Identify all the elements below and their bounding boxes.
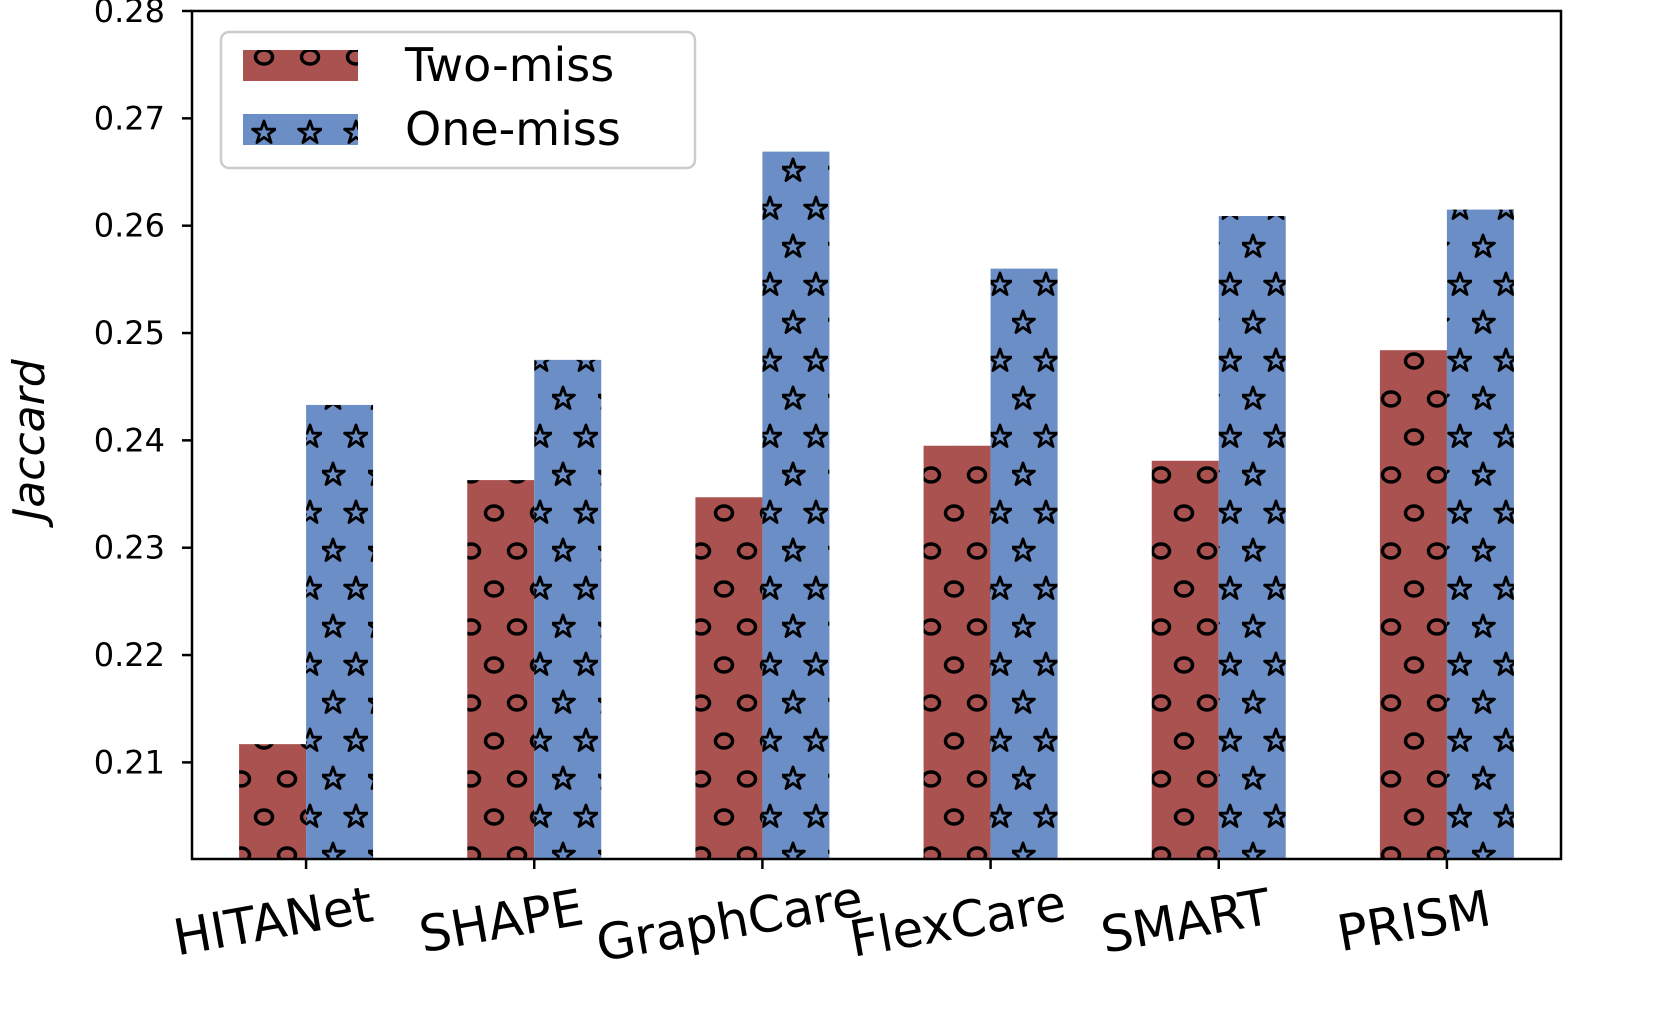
bar-one-miss-flexcare (990, 268, 1058, 859)
y-tick-label: 0.26 (94, 207, 165, 245)
y-tick-label: 0.22 (94, 636, 165, 674)
x-tick-label: GraphCare (592, 869, 867, 973)
y-axis: 0.21 0.22 0.23 0.24 0.25 0.26 0.27 0.28 (94, 0, 192, 781)
bar-two-miss-flexcare (923, 445, 991, 859)
plot-area-frame (190, 9, 1563, 861)
y-tick-label: 0.23 (94, 529, 165, 567)
y-tick-label: 0.28 (94, 0, 165, 30)
bar-one-miss-smart (1218, 216, 1286, 860)
x-tick-label: FlexCare (845, 874, 1070, 969)
legend: Two-miss One-miss (219, 30, 697, 170)
x-tick-label: PRISM (1333, 879, 1495, 963)
bar-two-miss-graphcare (695, 497, 763, 859)
x-tick-label: SMART (1097, 878, 1276, 965)
bar-two-miss-prism (1379, 350, 1447, 859)
x-tick-label: SHAPE (415, 878, 588, 964)
bar-two-miss-shape (467, 480, 535, 859)
legend-swatch-one-miss (243, 114, 358, 145)
y-tick-label: 0.24 (94, 421, 165, 459)
bar-two-miss-smart (1151, 460, 1219, 859)
y-tick-label: 0.27 (94, 99, 165, 137)
x-tick-label: HITANet (169, 875, 377, 967)
y-tick-label: 0.25 (94, 314, 165, 352)
legend-swatch-two-miss (243, 50, 358, 81)
bar-one-miss-prism (1446, 209, 1514, 859)
legend-label-one-miss: One-miss (405, 102, 621, 156)
bar-one-miss-shape (534, 359, 602, 859)
bars-group (239, 151, 1514, 860)
y-tick-label: 0.21 (94, 743, 165, 781)
bar-one-miss-graphcare (762, 151, 830, 859)
bar-one-miss-hitanet (306, 404, 374, 859)
y-axis-label: Jaccard (4, 358, 55, 528)
bar-two-miss-hitanet (239, 744, 307, 859)
legend-label-two-miss: Two-miss (404, 38, 614, 92)
